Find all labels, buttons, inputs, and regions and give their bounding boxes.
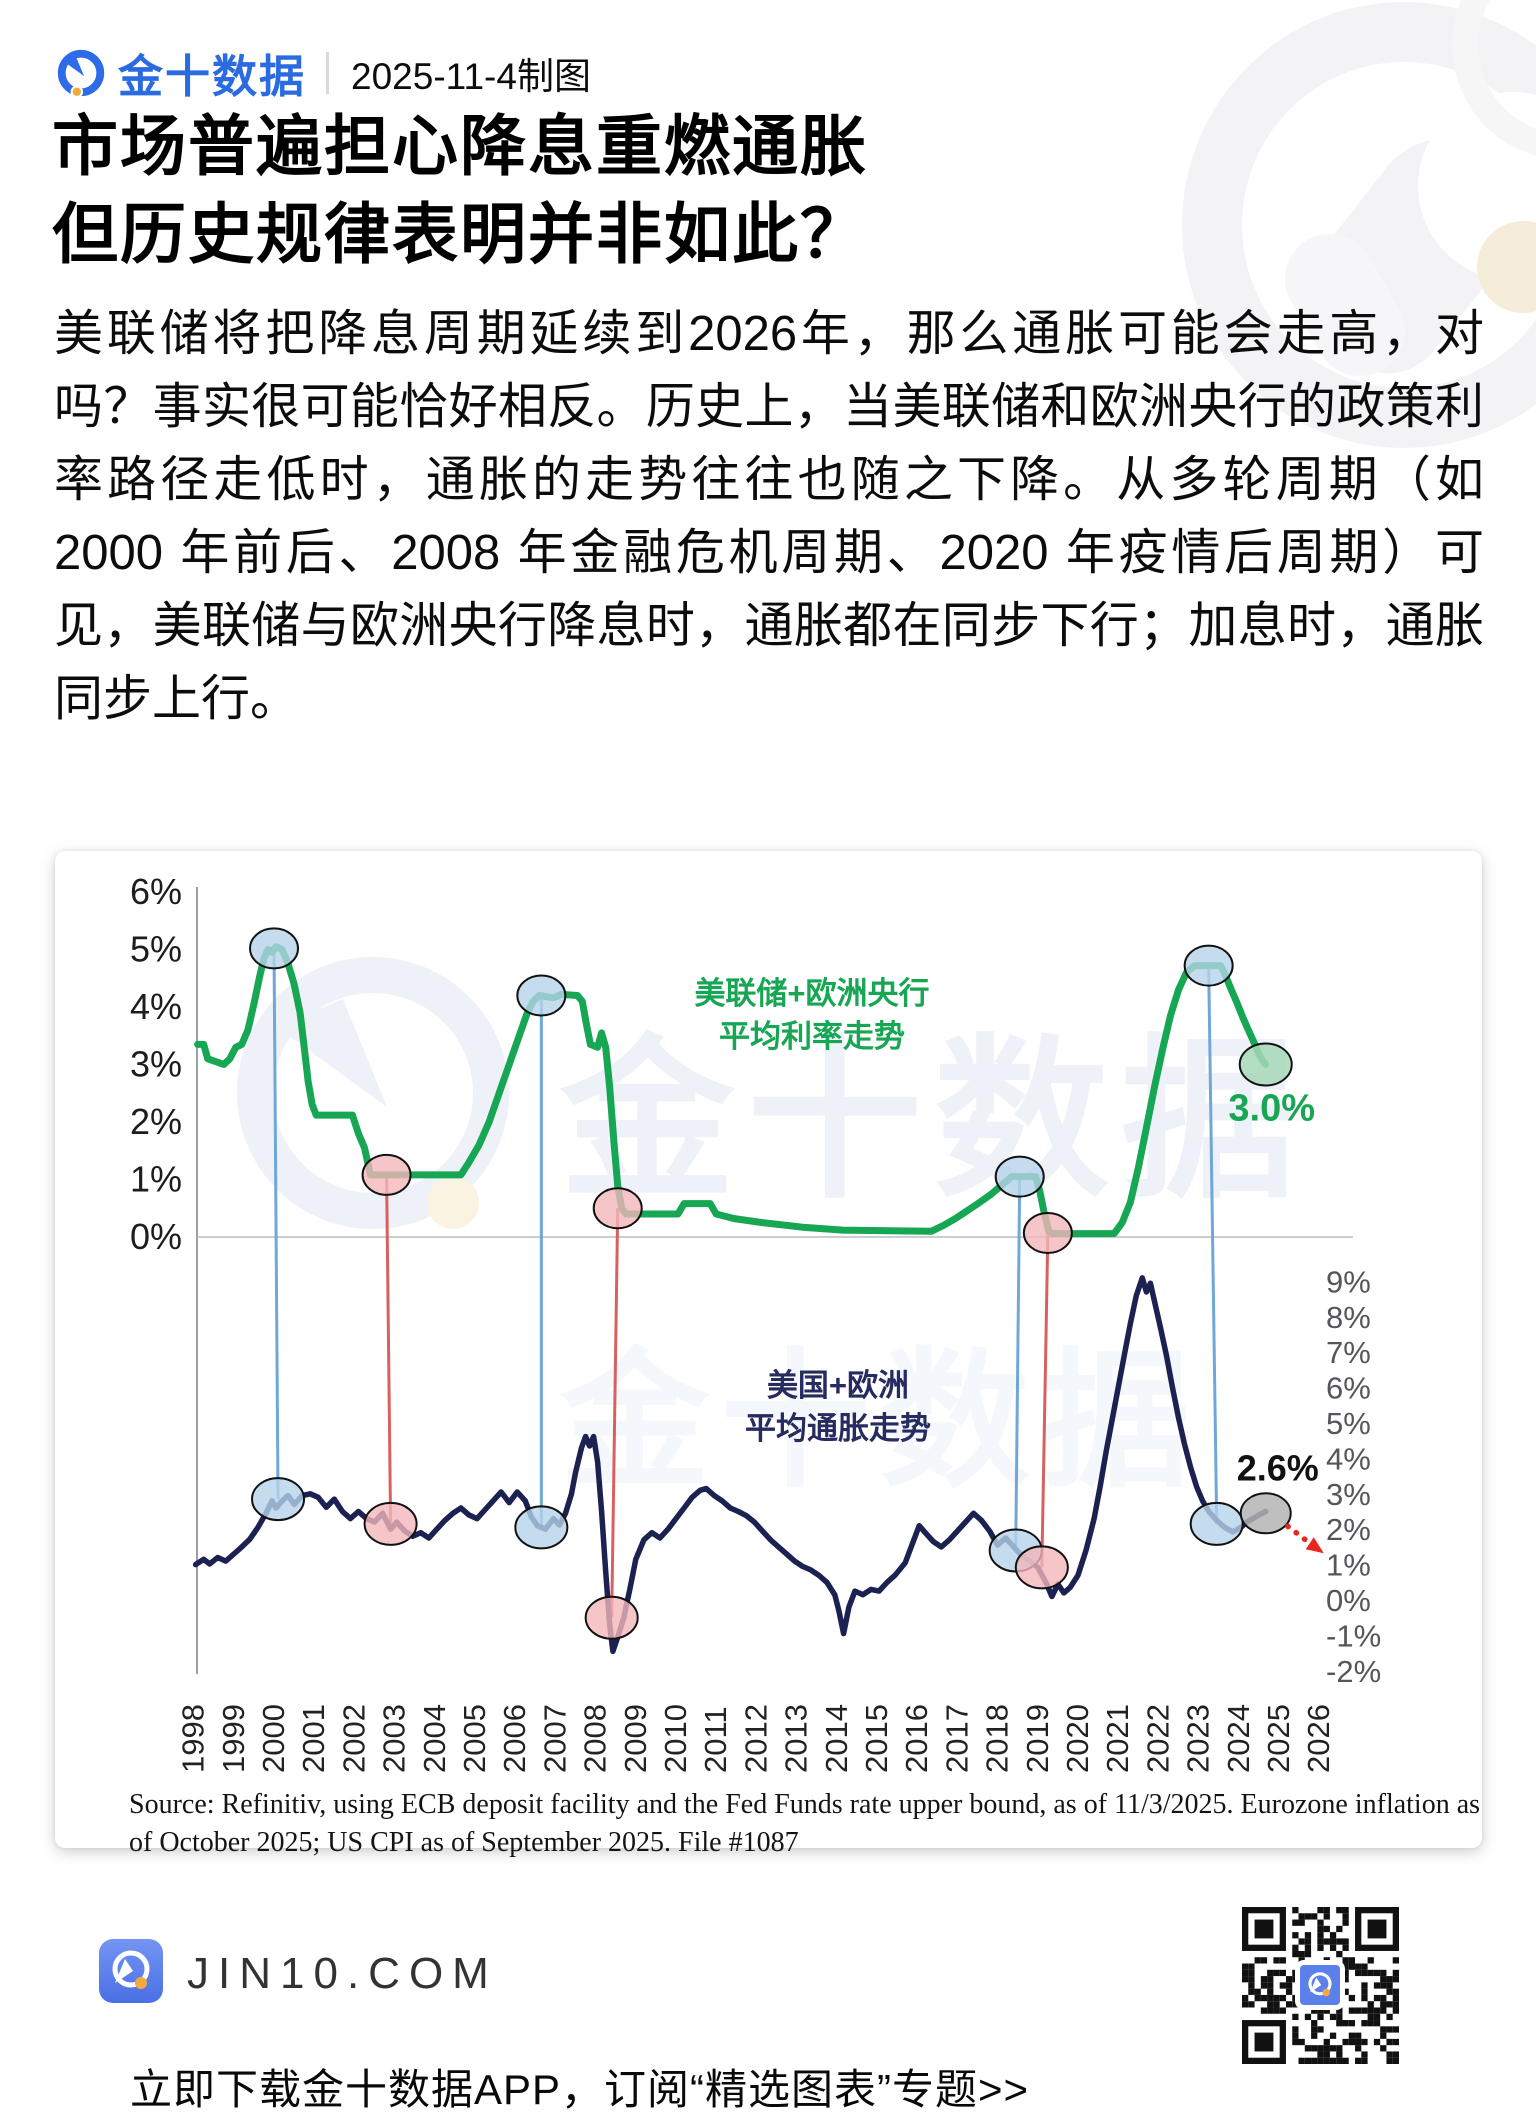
svg-text:2000: 2000 xyxy=(256,1704,291,1773)
svg-text:2011: 2011 xyxy=(698,1706,733,1773)
svg-text:3%: 3% xyxy=(130,1044,182,1085)
svg-text:2%: 2% xyxy=(130,1101,182,1142)
svg-text:2016: 2016 xyxy=(899,1704,934,1773)
svg-text:5%: 5% xyxy=(130,929,182,970)
svg-text:2023: 2023 xyxy=(1181,1704,1216,1773)
svg-text:2025: 2025 xyxy=(1261,1704,1296,1773)
svg-text:2001: 2001 xyxy=(296,1704,331,1773)
svg-text:平均利率走势: 平均利率走势 xyxy=(719,1019,905,1054)
svg-text:2009: 2009 xyxy=(618,1704,653,1773)
svg-text:2021: 2021 xyxy=(1100,1704,1135,1773)
svg-text:9%: 9% xyxy=(1326,1264,1371,1299)
jin10-app-icon xyxy=(99,1939,163,2003)
svg-text:2005: 2005 xyxy=(457,1704,492,1773)
intro-paragraph: 美联储将把降息周期延续到2026年，那么通胀可能会走高，对吗？事实很可能恰好相反… xyxy=(54,307,1484,726)
svg-text:7%: 7% xyxy=(1326,1335,1371,1370)
header-divider xyxy=(326,51,330,94)
svg-text:金十数据: 金十数据 xyxy=(559,1024,1308,1219)
svg-text:美国+欧洲: 美国+欧洲 xyxy=(767,1368,909,1403)
svg-text:2002: 2002 xyxy=(336,1704,371,1773)
svg-text:2010: 2010 xyxy=(658,1704,693,1773)
svg-text:6%: 6% xyxy=(130,871,182,912)
svg-text:2007: 2007 xyxy=(537,1704,572,1773)
svg-text:3%: 3% xyxy=(1326,1477,1371,1512)
page-title-line2: 但历史规律表明并非如此？ xyxy=(52,199,868,272)
rates-vs-inflation-chart-card: 金十数据 金十数据 6% 5% 4% 3% 2% 1% 0% 9% 8% 7% 6% 5% 4% 3% 2% 1%… xyxy=(55,851,1482,1858)
svg-text:-1%: -1% xyxy=(1326,1618,1381,1653)
rates-vs-inflation-chart: 金十数据金十数据6%5%4%3%2%1%0%9%8%7%6%5%4%3%2%1%… xyxy=(130,871,1381,1773)
source-note-line2: of October 2025; US CPI as of September … xyxy=(129,1827,799,1858)
corner-white-circle xyxy=(1418,92,1536,280)
svg-text:4%: 4% xyxy=(130,986,182,1027)
site-url: JIN10.COM xyxy=(187,1949,498,1998)
svg-text:美联储+欧洲央行: 美联储+欧洲央行 xyxy=(694,976,929,1011)
svg-text:2.6%: 2.6% xyxy=(1237,1447,1319,1488)
svg-text:2006: 2006 xyxy=(497,1704,532,1773)
jin10-compass-icon xyxy=(56,48,106,98)
svg-text:1998: 1998 xyxy=(176,1704,211,1773)
chart-date-label: 2025-11-4制图 xyxy=(351,55,591,97)
svg-text:平均通胀走势: 平均通胀走势 xyxy=(745,1411,931,1446)
qr-center-logo-icon xyxy=(1295,1960,1345,2010)
svg-text:1%: 1% xyxy=(130,1159,182,1200)
svg-text:2015: 2015 xyxy=(859,1704,894,1773)
svg-text:1%: 1% xyxy=(1326,1548,1371,1583)
corner-beige-dot xyxy=(1477,221,1536,313)
svg-text:8%: 8% xyxy=(1326,1300,1371,1335)
svg-text:4%: 4% xyxy=(1326,1441,1371,1476)
svg-text:2008: 2008 xyxy=(578,1704,613,1773)
svg-text:2%: 2% xyxy=(1326,1512,1371,1547)
svg-text:2019: 2019 xyxy=(1020,1704,1055,1773)
download-cta-text: 立即下载金十数据APP，订阅“精选图表”专题>> xyxy=(130,2066,1030,2113)
svg-text:2020: 2020 xyxy=(1060,1704,1095,1773)
corner-ring-decoration-top xyxy=(1452,0,1536,160)
svg-text:2017: 2017 xyxy=(939,1704,974,1773)
page-title: 市场普遍担心降息重燃通胀 但历史规律表明并非如此？ xyxy=(52,104,868,280)
svg-text:2024: 2024 xyxy=(1221,1704,1256,1773)
svg-text:3.0%: 3.0% xyxy=(1228,1088,1315,1130)
svg-text:6%: 6% xyxy=(1326,1371,1371,1406)
svg-text:2003: 2003 xyxy=(377,1704,412,1773)
page-title-line1: 市场普遍担心降息重燃通胀 xyxy=(52,111,868,184)
svg-text:0%: 0% xyxy=(1326,1583,1371,1618)
svg-text:2004: 2004 xyxy=(417,1704,452,1773)
brand-name: 金十数据 xyxy=(118,51,307,102)
svg-text:1999: 1999 xyxy=(216,1704,251,1773)
svg-text:2012: 2012 xyxy=(738,1704,773,1773)
svg-text:2013: 2013 xyxy=(779,1704,814,1773)
svg-text:2018: 2018 xyxy=(980,1704,1015,1773)
source-note-line1: Source: Refinitiv, using ECB deposit fac… xyxy=(129,1789,1481,1820)
svg-text:2022: 2022 xyxy=(1140,1704,1175,1773)
svg-text:0%: 0% xyxy=(130,1216,182,1257)
svg-text:金十数据: 金十数据 xyxy=(559,1337,1200,1505)
header: 金十数据 2025-11-4制图 xyxy=(56,40,591,105)
svg-text:2014: 2014 xyxy=(819,1704,854,1773)
svg-text:5%: 5% xyxy=(1326,1406,1371,1441)
svg-text:2026: 2026 xyxy=(1301,1704,1336,1773)
svg-text:-2%: -2% xyxy=(1326,1654,1381,1689)
